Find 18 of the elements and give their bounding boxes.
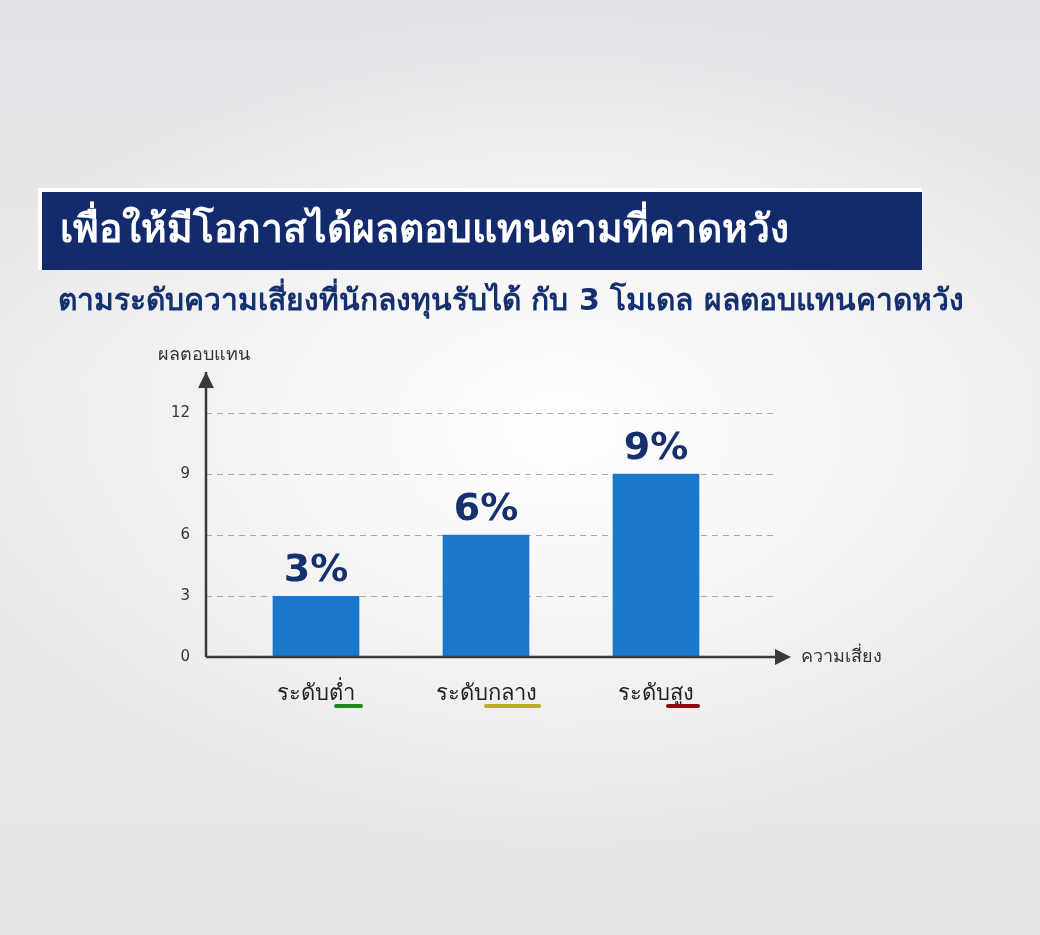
chart-title: เพื่อให้มีโอกาสได้ผลตอบแทนตามที่คาดหวัง — [38, 188, 922, 270]
y-tick-label: 9 — [180, 463, 190, 482]
bar — [442, 534, 530, 657]
data-label: 3% — [283, 545, 349, 590]
y-tick-label: 0 — [180, 646, 190, 665]
y-tick-label: 3 — [180, 585, 190, 604]
chart-subtitle: ตามระดับความเสี่ยงที่นักลงทุนรับได้ กับ 3 โมเดล ผลตอบแทนคาดหวัง — [58, 280, 965, 320]
data-label: 6% — [453, 484, 519, 529]
x-axis-title: ความเสี่ยง — [801, 642, 882, 666]
y-tick-label: 12 — [170, 402, 190, 421]
bar — [612, 473, 700, 657]
x-tick-label: ระดับต่ำ — [277, 676, 355, 705]
bar — [272, 595, 360, 657]
y-tick-label: 6 — [180, 524, 190, 543]
y-axis-title: ผลตอบแทน — [158, 342, 250, 364]
x-tick-label: ระดับสูง — [618, 679, 694, 706]
data-label: 9% — [623, 423, 689, 468]
x-tick-label: ระดับกลาง — [435, 679, 537, 705]
